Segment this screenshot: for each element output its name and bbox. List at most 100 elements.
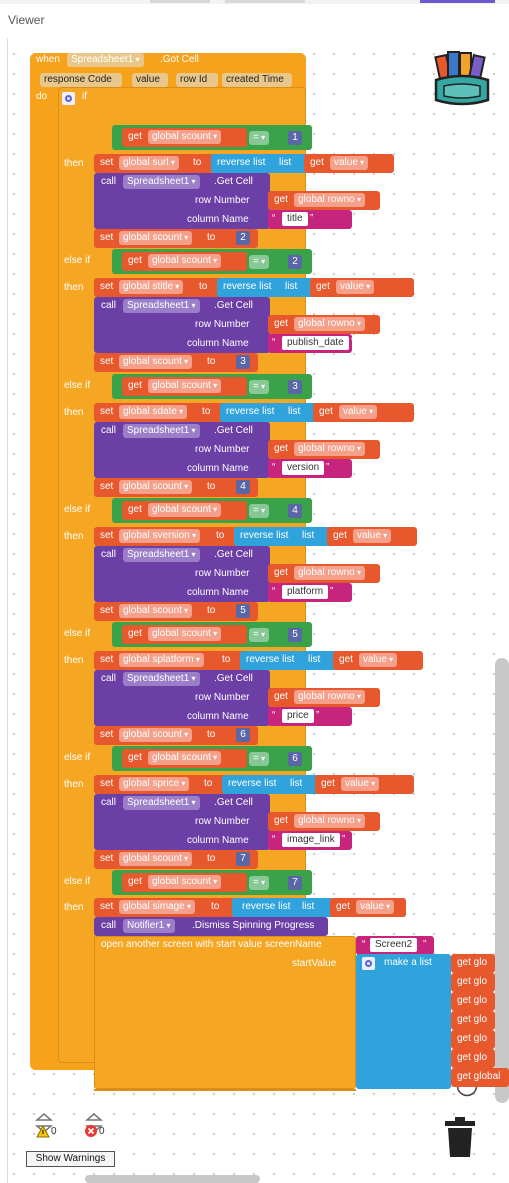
column-name-string[interactable]: title: [282, 212, 308, 226]
get-label: get: [128, 752, 142, 763]
set-variable-dropdown[interactable]: global stitle: [119, 280, 184, 294]
variable-dropdown[interactable]: global scount: [148, 254, 222, 268]
get-item-label: get glo: [457, 995, 488, 1006]
column-name-string[interactable]: image_link: [282, 833, 340, 847]
check-number[interactable]: 3: [288, 380, 302, 394]
else-if-label: else if: [64, 504, 91, 515]
component-dropdown[interactable]: Spreadsheet1: [123, 299, 200, 313]
column-name-string[interactable]: platform: [282, 585, 329, 599]
compare-operator-dropdown[interactable]: =: [249, 131, 270, 145]
next-number[interactable]: 7: [236, 852, 250, 866]
variable-dropdown[interactable]: global rowno: [294, 566, 365, 580]
reverse-list-label: reverse list: [226, 406, 275, 417]
get-item-block[interactable]: [451, 954, 495, 973]
panel-edge: [0, 38, 8, 1183]
set-variable-dropdown[interactable]: global scount: [119, 604, 193, 618]
next-number[interactable]: 5: [236, 604, 250, 618]
next-number[interactable]: 6: [236, 728, 250, 742]
gear-icon[interactable]: [362, 957, 375, 970]
column-name-string[interactable]: version: [282, 461, 325, 475]
compare-operator-dropdown[interactable]: =: [249, 876, 270, 890]
check-number[interactable]: 4: [288, 504, 302, 518]
show-warnings-button[interactable]: Show Warnings: [26, 1151, 115, 1167]
variable-dropdown[interactable]: global scount: [148, 379, 222, 393]
compare-operator-dropdown[interactable]: =: [249, 380, 270, 394]
set-variable-dropdown[interactable]: global scount: [119, 355, 193, 369]
next-number[interactable]: 2: [236, 231, 250, 245]
row-number-label: row Number: [195, 195, 250, 206]
set-variable-dropdown[interactable]: global scount: [119, 480, 193, 494]
compare-operator-dropdown[interactable]: =: [249, 255, 270, 269]
check-number[interactable]: 1: [288, 131, 302, 145]
event-param[interactable]: value: [132, 73, 168, 87]
column-name-string[interactable]: price: [282, 709, 314, 723]
variable-dropdown[interactable]: value: [359, 653, 398, 667]
compare-operator-dropdown[interactable]: =: [249, 628, 270, 642]
when-label: when: [36, 54, 60, 65]
component-dropdown[interactable]: Spreadsheet1: [123, 796, 200, 810]
event-param[interactable]: response Code: [40, 73, 122, 87]
variable-dropdown[interactable]: value: [330, 156, 369, 170]
set-variable-dropdown[interactable]: global surl: [119, 156, 179, 170]
set-variable-dropdown[interactable]: global sversion: [119, 529, 200, 543]
component-dropdown[interactable]: Spreadsheet1: [123, 672, 200, 686]
quote-open: “: [362, 939, 366, 950]
check-number[interactable]: 7: [288, 876, 302, 890]
blocks-workspace[interactable]: when Spreadsheet1 .Got Cell do if: [0, 38, 509, 1183]
to-label: to: [193, 157, 202, 168]
variable-dropdown[interactable]: global scount: [148, 751, 222, 765]
check-number[interactable]: 5: [288, 628, 302, 642]
next-number[interactable]: 4: [236, 480, 250, 494]
variable-dropdown[interactable]: global scount: [148, 875, 222, 889]
set-label: set: [100, 654, 114, 665]
set-variable-dropdown[interactable]: global scount: [119, 231, 193, 245]
screen-name-string[interactable]: Screen2: [370, 938, 418, 952]
get-item-block[interactable]: [451, 1068, 509, 1087]
warning-arrows-icon[interactable]: [34, 1112, 54, 1134]
compare-operator-dropdown[interactable]: =: [249, 504, 270, 518]
trash-icon[interactable]: [443, 1116, 477, 1158]
get-item-block[interactable]: [451, 973, 495, 992]
set-variable-dropdown[interactable]: global sdate: [119, 405, 188, 419]
get-item-block[interactable]: [451, 1049, 495, 1068]
set-variable-dropdown[interactable]: global simage: [119, 900, 195, 914]
variable-dropdown[interactable]: value: [341, 777, 380, 791]
check-number[interactable]: 2: [288, 255, 302, 269]
next-number[interactable]: 3: [236, 355, 250, 369]
variable-dropdown[interactable]: global scount: [148, 627, 222, 641]
variable-dropdown[interactable]: value: [339, 405, 378, 419]
set-variable-dropdown[interactable]: global splatform: [119, 653, 204, 667]
gear-icon[interactable]: [62, 92, 75, 105]
component-dropdown[interactable]: Spreadsheet1: [123, 175, 200, 189]
backpack-icon[interactable]: [430, 50, 494, 106]
variable-dropdown[interactable]: global rowno: [294, 193, 365, 207]
event-param[interactable]: created Time: [222, 73, 292, 87]
variable-dropdown[interactable]: global rowno: [294, 442, 365, 456]
variable-dropdown[interactable]: global rowno: [294, 690, 365, 704]
event-param[interactable]: row Id: [176, 73, 218, 87]
event-component-dropdown[interactable]: Spreadsheet1: [67, 53, 144, 67]
variable-dropdown[interactable]: global rowno: [294, 317, 365, 331]
variable-dropdown[interactable]: global scount: [148, 503, 222, 517]
check-number[interactable]: 6: [288, 752, 302, 766]
component-dropdown[interactable]: Spreadsheet1: [123, 424, 200, 438]
variable-dropdown[interactable]: global rowno: [294, 814, 365, 828]
get-item-block[interactable]: [451, 1011, 495, 1030]
get-item-block[interactable]: [451, 1030, 495, 1049]
make-list-block[interactable]: [356, 954, 451, 1089]
component-dropdown[interactable]: Spreadsheet1: [123, 548, 200, 562]
open-screen-block[interactable]: [94, 936, 356, 1089]
notifier-dropdown[interactable]: Notifier1: [123, 919, 175, 933]
set-variable-dropdown[interactable]: global scount: [119, 852, 193, 866]
column-name-string[interactable]: publish_date: [282, 336, 349, 350]
get-item-block[interactable]: [451, 992, 495, 1011]
set-variable-dropdown[interactable]: global sprice: [119, 777, 190, 791]
horizontal-scrollbar[interactable]: [85, 1175, 260, 1183]
set-variable-dropdown[interactable]: global scount: [119, 728, 193, 742]
variable-dropdown[interactable]: global scount: [148, 130, 222, 144]
vertical-scrollbar[interactable]: [495, 658, 509, 1103]
variable-dropdown[interactable]: value: [336, 280, 375, 294]
compare-operator-dropdown[interactable]: =: [249, 752, 270, 766]
variable-dropdown[interactable]: value: [353, 529, 392, 543]
variable-dropdown[interactable]: value: [356, 900, 395, 914]
